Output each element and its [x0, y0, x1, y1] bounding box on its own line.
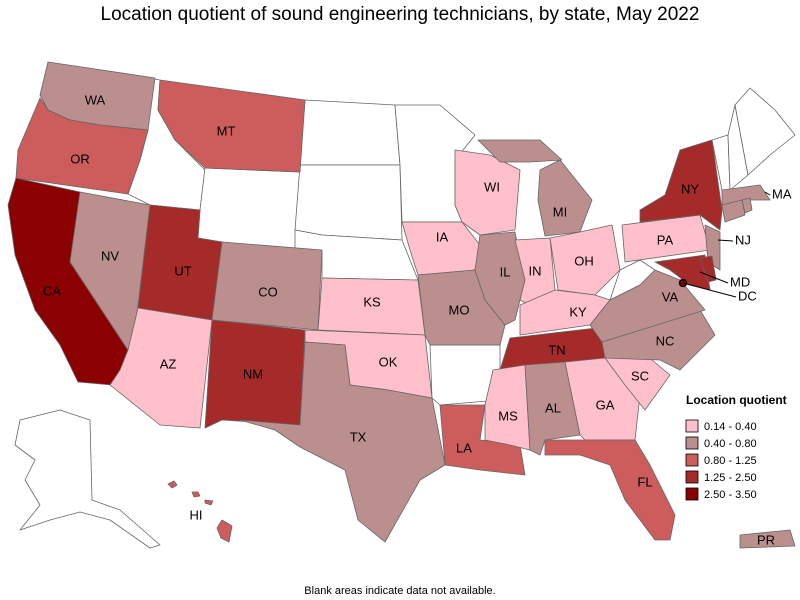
- state-label: OK: [379, 354, 398, 369]
- state-label: GA: [596, 397, 615, 412]
- state-label: MS: [498, 408, 518, 423]
- state-label: IN: [529, 263, 542, 278]
- state: [15, 97, 149, 195]
- legend-swatch: [685, 453, 699, 467]
- legend-label: 2.50 - 3.50: [704, 489, 757, 501]
- state-label: CO: [258, 284, 278, 299]
- state-label: UT: [174, 263, 191, 278]
- state-label: PR: [757, 532, 775, 547]
- state-label: MD: [730, 274, 750, 289]
- state-label: AZ: [160, 356, 177, 371]
- state-label: KY: [569, 304, 587, 319]
- state: [639, 139, 723, 231]
- state: [589, 269, 706, 343]
- state-label: LA: [456, 440, 472, 455]
- footnote: Blank areas indicate data not available.: [304, 585, 495, 597]
- legend-swatch: [685, 487, 699, 501]
- state-label: MI: [553, 204, 567, 219]
- state: [739, 529, 796, 549]
- state-label: CA: [43, 283, 61, 298]
- state-no-data: [197, 167, 301, 251]
- state-label: IA: [436, 229, 449, 244]
- map-title: Location quotient of sound engineering t…: [101, 4, 700, 25]
- state-label: NC: [656, 333, 675, 348]
- state-label: NV: [101, 248, 119, 263]
- leader-line: [764, 191, 771, 196]
- state-label: OR: [70, 151, 90, 166]
- legend-swatch: [685, 436, 699, 450]
- state-no-data: [14, 409, 161, 549]
- state-label: TX: [350, 429, 367, 444]
- state-label: VA: [662, 289, 679, 304]
- state-label: AL: [545, 400, 561, 415]
- state-label: TN: [548, 342, 565, 357]
- state: [157, 79, 306, 173]
- state-label: NM: [243, 366, 263, 381]
- state: [109, 307, 213, 429]
- state: [721, 184, 771, 206]
- state-label: WA: [85, 92, 106, 107]
- leader-line: [682, 282, 737, 298]
- legend-swatch: [685, 470, 699, 484]
- legend-label: 1.25 - 2.50: [704, 472, 757, 484]
- state: [167, 480, 233, 543]
- state: [439, 404, 526, 476]
- states: WA OR CA NV MT UT AZ CO NM KS OK TX IA MO LA WI IL MI IN OH…: [7, 61, 796, 549]
- state-label: FL: [637, 474, 652, 489]
- state-label: MO: [449, 302, 470, 317]
- leader-line: [699, 271, 729, 284]
- state-label: PA: [657, 232, 674, 247]
- state: [239, 341, 446, 543]
- legend-label: 0.80 - 1.25: [704, 455, 757, 467]
- legend-swatch: [685, 419, 699, 433]
- legend-label: 0.14 - 0.40: [704, 421, 757, 433]
- state-no-data: [734, 87, 796, 176]
- state-label: OH: [574, 253, 594, 268]
- state-no-data: [299, 99, 401, 166]
- state: [741, 197, 753, 214]
- state-label: DC: [738, 288, 757, 303]
- state-no-data: [294, 164, 403, 241]
- state-label: NJ: [735, 232, 751, 247]
- state-label: KS: [363, 294, 381, 309]
- state: [721, 199, 746, 223]
- state-label: MT: [217, 123, 236, 138]
- state-label: NY: [681, 181, 699, 196]
- leader-line: [717, 239, 734, 242]
- state: [544, 439, 676, 541]
- state-label: HI: [190, 507, 203, 522]
- legend-label: 0.40 - 0.80: [704, 438, 757, 450]
- state-label: WI: [484, 179, 500, 194]
- state-label: SC: [631, 368, 649, 383]
- legend-title: Location quotient: [686, 393, 787, 407]
- state-label: MA: [772, 186, 792, 201]
- state-label: IL: [500, 264, 511, 279]
